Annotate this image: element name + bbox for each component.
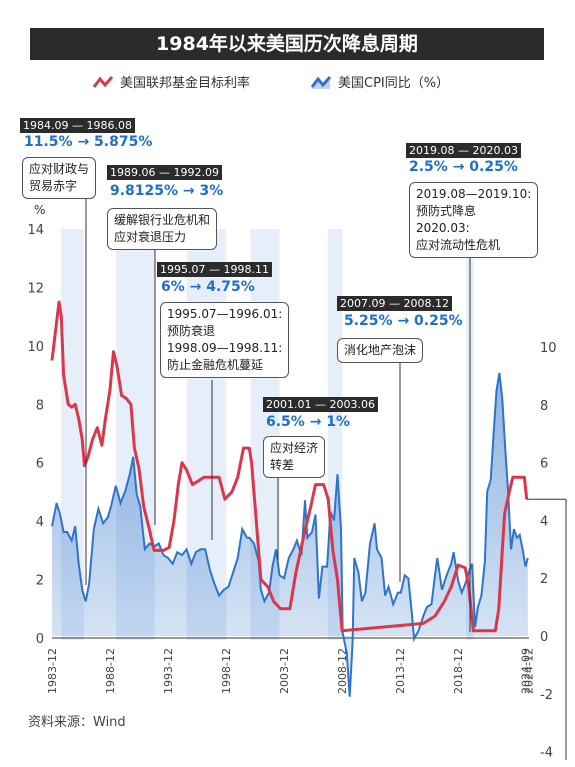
period-tag-6: 2019.08 — 2020.03: [406, 143, 521, 158]
period-tag-1: 1984.09 — 1986.08: [20, 118, 135, 133]
x-axis-tick: 1988-12: [104, 648, 117, 694]
note-box-6: 2019.08—2019.10: 预防式降息 2020.03: 应对流动性危机: [409, 182, 539, 258]
right-axis-tick: 0: [540, 630, 548, 645]
legend-label-fed-rate: 美国联邦基金目标利率: [120, 76, 251, 91]
legend-label-cpi: 美国CPI同比（%）: [338, 76, 450, 91]
note-6-line-3: 2020.03:: [416, 221, 470, 235]
note-6-line-4: 应对流动性危机: [416, 238, 501, 252]
note-4-line-1: 应对经济: [270, 441, 319, 455]
x-axis-tick: 2024-12: [522, 648, 535, 694]
note-2-line-1: 缓解银行业危机和: [114, 213, 211, 227]
right-axis-tick: 2: [540, 572, 548, 587]
period-tag-2: 1989.06 — 1992.09: [107, 165, 222, 180]
period-tag-3: 1995.07 — 1998.11: [157, 262, 272, 277]
x-axis-tick: 2024-09: [520, 648, 533, 694]
rate-change-5: 5.25% → 0.25%: [344, 313, 463, 329]
note-box-5: 消化地产泡沫: [337, 338, 424, 363]
right-axis-tick: 4: [540, 514, 548, 529]
period-tag-4: 2001.01 — 2003.06: [263, 397, 378, 412]
left-axis-tick: 12: [27, 281, 44, 296]
note-3-line-1: 1995.07—1996.01:: [167, 307, 283, 321]
red-line-icon: [92, 75, 114, 88]
note-box-4: 应对经济 转差: [263, 436, 326, 478]
right-axis-tick: -4: [540, 746, 553, 761]
legend-item-cpi: 美国CPI同比（%）: [310, 72, 449, 91]
x-axis-tick: 2013-12: [394, 648, 407, 694]
rate-change-2: 9.8125% → 3%: [110, 183, 224, 199]
legend-item-fed-rate: 美国联邦基金目标利率: [92, 72, 250, 91]
blue-area-icon: [310, 75, 332, 89]
fed-rate-line: [50, 300, 529, 633]
left-axis-tick: 14: [27, 223, 44, 238]
left-axis-tick: 2: [36, 574, 44, 589]
right-axis-tick: 8: [540, 399, 548, 414]
chart-title: 1984年以来美国历次降息周期: [30, 28, 544, 60]
note-6-line-2: 预防式降息: [416, 204, 477, 218]
cpi-line: [51, 372, 529, 697]
note-3-line-2: 预防衰退: [167, 324, 216, 338]
left-axis-tick: 6: [36, 457, 44, 472]
right-axis-tick: 10: [540, 341, 557, 356]
note-1-line-1: 应对财政与: [29, 162, 90, 176]
left-axis-unit: %: [34, 203, 46, 217]
period-tag-5: 2007.09 — 2008.12: [337, 296, 452, 311]
legend: 美国联邦基金目标利率 美国CPI同比（%）: [0, 72, 575, 92]
note-box-1: 应对财政与 贸易赤字: [22, 157, 97, 199]
note-5-line-1: 消化地产泡沫: [344, 343, 417, 357]
rate-change-4: 6.5% → 1%: [266, 414, 351, 430]
x-axis-tick: 1993-12: [162, 648, 175, 694]
note-2-line-2: 应对衰退压力: [114, 230, 187, 244]
left-axis-tick: 0: [36, 632, 44, 647]
x-axis-tick: 2008-12: [336, 648, 349, 694]
note-6-line-1: 2019.08—2019.10:: [416, 187, 532, 201]
right-axis-tick: 6: [540, 457, 548, 472]
x-axis-tick: 2018-12: [452, 648, 465, 694]
cpi-area: [52, 373, 528, 697]
x-axis-tick: 1983-12: [46, 648, 59, 694]
x-axis-tick: 1998-12: [220, 648, 233, 694]
note-box-3: 1995.07—1996.01: 预防衰退 1998.09—1998.11: 防…: [160, 302, 290, 378]
left-axis-tick: 10: [27, 340, 44, 355]
left-axis-tick: 4: [36, 515, 44, 530]
note-3-line-3: 1998.09—1998.11:: [167, 341, 283, 355]
source-note: 资料来源：Wind: [28, 715, 126, 730]
note-3-line-4: 防止金融危机蔓延: [167, 358, 264, 372]
rate-change-6: 2.5% → 0.25%: [409, 159, 518, 175]
note-4-line-2: 转差: [270, 458, 295, 472]
x-axis-tick: 2003-12: [278, 648, 291, 694]
note-box-2: 缓解银行业危机和 应对衰退压力: [107, 208, 218, 250]
note-1-line-2: 贸易赤字: [29, 179, 78, 193]
left-axis-tick: 8: [36, 398, 44, 413]
rate-change-3: 6% → 4.75%: [161, 279, 255, 295]
rate-change-1: 11.5% → 5.875%: [24, 134, 153, 150]
right-axis-tick: -2: [540, 688, 553, 703]
